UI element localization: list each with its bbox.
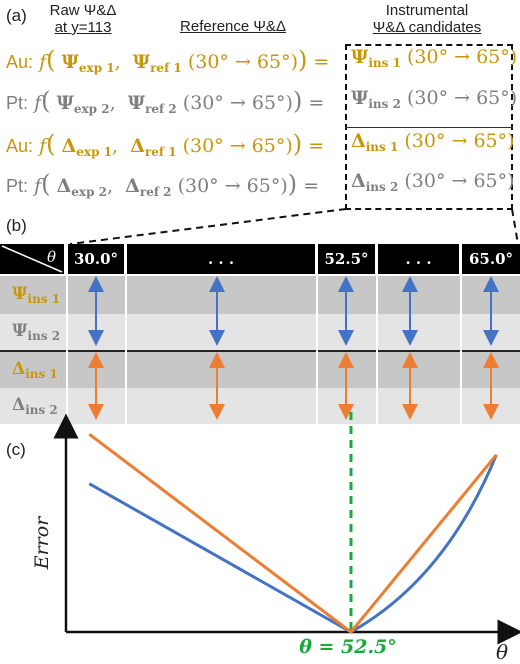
- reference-header: Reference Ψ&Δ: [180, 18, 286, 35]
- raw-header-line1: Raw Ψ&Δ: [49, 2, 117, 19]
- minimum-label: θ = 52.5°: [299, 636, 397, 658]
- equation-row-2: Pt: f( Ψexp 2, Ψref 2 (30° → 65°)) =: [6, 87, 325, 116]
- row-label-delta-ins1: Δins 1: [12, 359, 58, 381]
- exp-sub: exp 1: [78, 61, 115, 75]
- exp-symbol: Ψ: [56, 92, 74, 114]
- ins-symbol: Ψ: [351, 87, 369, 109]
- candidate-2: Ψins 2 (30° → 65°): [351, 87, 517, 111]
- header-65: 65.0°: [462, 244, 520, 274]
- box-divider: [345, 127, 513, 128]
- ins-symbol: Δ: [351, 130, 366, 152]
- equation-row-1: Au: f( Ψexp 1, Ψref 1 (30° → 65°)) =: [6, 46, 330, 75]
- table-corner-cell: θ: [0, 244, 64, 274]
- x-axis-label: θ: [496, 640, 509, 664]
- ins-angle-range: (30° → 65°): [404, 170, 515, 192]
- row-bg-delta-ins2: [0, 388, 520, 424]
- ref-sub: ref 2: [139, 185, 172, 199]
- equals-sign: =: [313, 51, 330, 73]
- row-label-delta-ins2: Δins 2: [12, 395, 58, 417]
- ref-sub: ref 2: [145, 102, 177, 116]
- panel-a-label: (a): [6, 6, 27, 25]
- ref-symbol: Ψ: [127, 92, 146, 114]
- row-label-psi-ins2: Ψins 2: [12, 321, 61, 343]
- ref-symbol: Ψ: [132, 51, 151, 73]
- ins-angle-range: (30° → 65°): [406, 87, 518, 109]
- col-sep-2: [125, 276, 127, 424]
- col-sep-1: [66, 276, 68, 424]
- header-30: 30.0°: [68, 244, 124, 274]
- error-series-2: [88, 433, 498, 635]
- exp-sub: exp 1: [76, 145, 113, 159]
- header-ellipsis-2: . . .: [378, 244, 459, 274]
- ins-sub: ins 2: [368, 97, 401, 111]
- ins-sub: ins 2: [365, 180, 399, 194]
- col-sep-4: [376, 276, 378, 424]
- material-prefix: Pt:: [6, 93, 29, 113]
- equation-row-4: Pt: f( Δexp 2, Δref 2 (30° → 65°)) =: [6, 170, 320, 199]
- angle-range: (30° → 65°): [177, 175, 288, 197]
- instrumental-header: Instrumental Ψ&Δ candidates: [352, 2, 502, 36]
- row-bg-delta-ins1: [0, 352, 520, 388]
- ins-sub: ins 1: [368, 56, 401, 70]
- instrumental-header-line2: Ψ&Δ candidates: [372, 19, 482, 36]
- function-f: f: [39, 135, 47, 157]
- exp-symbol: Δ: [56, 175, 72, 197]
- header-52-5: 52.5°: [318, 244, 375, 274]
- ins-symbol: Δ: [351, 170, 366, 192]
- raw-header: Raw Ψ&Δ at y=113: [38, 2, 128, 36]
- row-divider: [0, 350, 520, 352]
- panel-b-label: (b): [6, 216, 27, 235]
- col-sep-3: [316, 276, 318, 424]
- function-f: f: [34, 175, 42, 197]
- candidate-3: Δins 1 (30° → 65°): [351, 130, 515, 154]
- col-sep-5: [460, 276, 462, 424]
- ins-angle-range: (30° → 65°): [404, 130, 515, 152]
- exp-sub: exp 2: [73, 102, 110, 116]
- instrumental-header-line1: Instrumental: [385, 2, 469, 19]
- equation-row-3: Au: f( Δexp 1, Δref 1 (30° → 65°)) =: [6, 130, 325, 159]
- equals-sign: =: [308, 135, 325, 157]
- header-ellipsis-1: . . .: [127, 244, 315, 274]
- exp-symbol: Δ: [61, 135, 77, 157]
- corner-theta: θ: [46, 248, 56, 266]
- row-bg-psi-ins1: [0, 276, 520, 314]
- panel-c-label: (c): [6, 440, 26, 459]
- exp-sub: exp 2: [71, 185, 107, 199]
- equals-sign: =: [308, 92, 325, 114]
- ref-sub: ref 1: [150, 61, 182, 75]
- row-bg-psi-ins2: [0, 314, 520, 350]
- error-series-1: [88, 454, 498, 634]
- material-prefix: Au:: [6, 136, 34, 156]
- ins-symbol: Ψ: [351, 46, 369, 68]
- raw-header-line2: at y=113: [54, 19, 112, 36]
- equals-sign: =: [303, 175, 320, 197]
- ref-symbol: Δ: [125, 175, 140, 197]
- ref-symbol: Δ: [130, 135, 145, 157]
- candidate-1: Ψins 1 (30° → 65°): [351, 46, 517, 70]
- y-axis-label: Error: [31, 516, 53, 570]
- ins-angle-range: (30° → 65°): [406, 46, 518, 68]
- row-label-psi-ins1: Ψins 1: [12, 284, 61, 306]
- exp-symbol: Ψ: [61, 51, 79, 73]
- candidate-4: Δins 2 (30° → 65°): [351, 170, 515, 194]
- ins-sub: ins 1: [365, 140, 399, 154]
- corner-diagonal: [1, 245, 63, 273]
- ref-sub: ref 1: [144, 145, 177, 159]
- function-f: f: [34, 92, 42, 114]
- angle-range: (30° → 65°): [187, 51, 298, 73]
- material-prefix: Au:: [6, 52, 34, 72]
- function-f: f: [39, 51, 47, 73]
- angle-range: (30° → 65°): [182, 135, 293, 157]
- material-prefix: Pt:: [6, 176, 29, 196]
- angle-range: (30° → 65°): [182, 92, 293, 114]
